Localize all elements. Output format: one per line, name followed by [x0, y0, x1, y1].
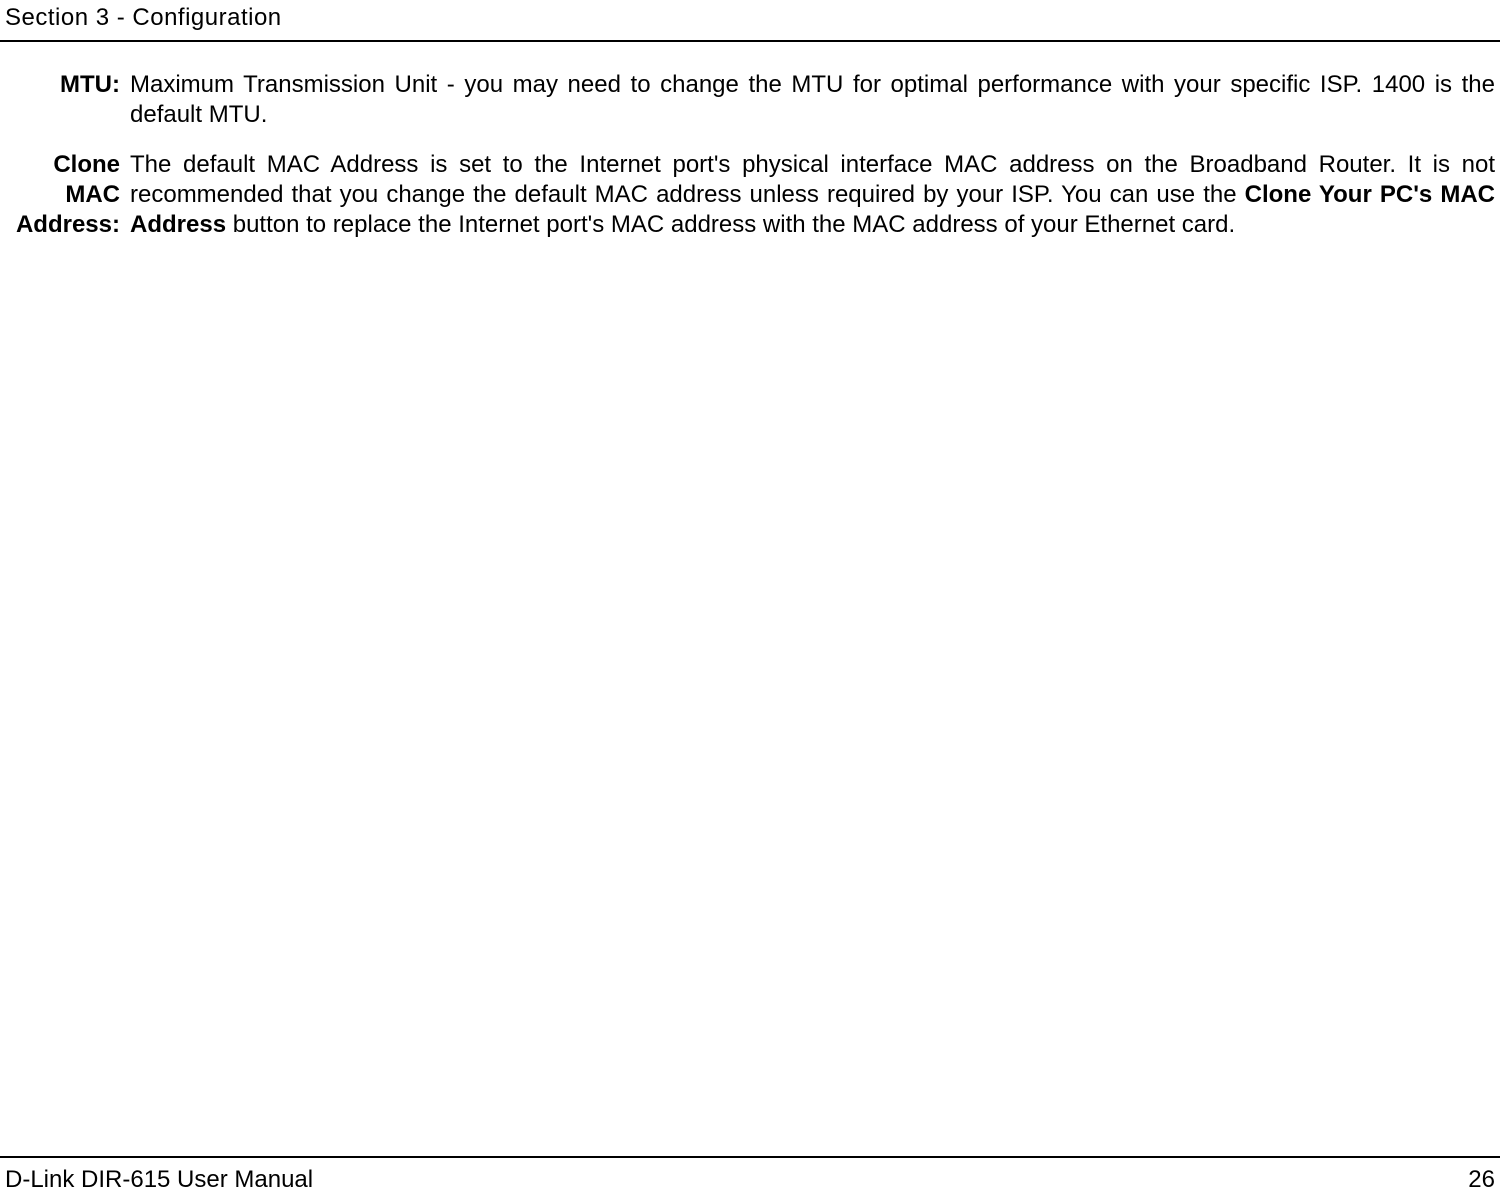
- definition-text-clone-mac: The default MAC Address is set to the In…: [130, 150, 1495, 240]
- page-footer: D-Link DIR-615 User Manual 26: [0, 1156, 1500, 1194]
- definition-row: Clone MAC Address: The default MAC Addre…: [5, 150, 1495, 240]
- footer-page-number: 26: [1468, 1166, 1495, 1194]
- page-header: Section 3 - Configuration: [0, 4, 1500, 42]
- definition-text-mtu: Maximum Transmission Unit - you may need…: [130, 70, 1495, 130]
- section-title: Section 3 - Configuration: [5, 4, 1500, 32]
- definition-label-clone-mac: Clone MAC Address:: [5, 150, 130, 240]
- definition-label-mtu: MTU:: [5, 70, 130, 130]
- footer-manual-name: D-Link DIR-615 User Manual: [5, 1166, 313, 1194]
- definition-row: MTU: Maximum Transmission Unit - you may…: [5, 70, 1495, 130]
- content-area: MTU: Maximum Transmission Unit - you may…: [0, 42, 1500, 240]
